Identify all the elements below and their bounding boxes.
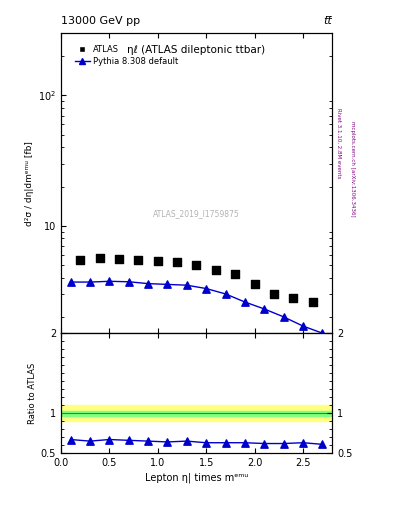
Point [261, 439, 268, 447]
Pythia 8.308 default [242, 298, 248, 306]
X-axis label: Lepton η| times mᵉᵐᵘ: Lepton η| times mᵉᵐᵘ [145, 472, 248, 483]
ATLAS [97, 253, 103, 262]
Y-axis label: Ratio to ATLAS: Ratio to ATLAS [28, 362, 37, 424]
Point [106, 435, 112, 443]
Pythia 8.308 default [281, 313, 287, 321]
Pythia 8.308 default [68, 278, 74, 286]
Text: mcplots.cern.ch [arXiv:1306.3436]: mcplots.cern.ch [arXiv:1306.3436] [350, 121, 355, 217]
Point [184, 437, 190, 445]
Point [87, 437, 93, 445]
ATLAS [193, 261, 200, 269]
Point [300, 439, 306, 447]
Pythia 8.308 default [87, 278, 93, 286]
Legend: ATLAS, Pythia 8.308 default: ATLAS, Pythia 8.308 default [73, 44, 180, 67]
Point [164, 438, 171, 446]
Point [203, 439, 209, 447]
ATLAS [77, 255, 83, 264]
Point [242, 439, 248, 447]
Pythia 8.308 default [145, 280, 151, 288]
Pythia 8.308 default [106, 277, 112, 285]
Point [281, 439, 287, 447]
Text: tt̅: tt̅ [323, 16, 332, 26]
Y-axis label: d²σ / dη|dmᵉᵐᵘ [fb]: d²σ / dη|dmᵉᵐᵘ [fb] [25, 141, 34, 226]
ATLAS [252, 280, 258, 288]
Bar [61, 405, 332, 421]
Pythia 8.308 default [184, 281, 190, 289]
Point [222, 439, 229, 447]
Pythia 8.308 default [300, 322, 306, 330]
ATLAS [174, 258, 180, 266]
Text: Rivet 3.1.10, 2.8M events: Rivet 3.1.10, 2.8M events [336, 108, 341, 179]
ATLAS [116, 254, 122, 263]
Text: ηℓ (ATLAS dileptonic ttbar): ηℓ (ATLAS dileptonic ttbar) [127, 45, 266, 55]
Point [145, 437, 151, 445]
Point [319, 440, 325, 449]
Point [125, 436, 132, 444]
Text: ATLAS_2019_I1759875: ATLAS_2019_I1759875 [153, 209, 240, 218]
Point [68, 435, 74, 443]
ATLAS [271, 290, 277, 298]
Pythia 8.308 default [319, 329, 325, 337]
Pythia 8.308 default [125, 278, 132, 286]
ATLAS [154, 257, 161, 265]
Pythia 8.308 default [222, 290, 229, 298]
ATLAS [290, 294, 296, 302]
ATLAS [232, 269, 239, 278]
Pythia 8.308 default [203, 285, 209, 293]
Pythia 8.308 default [164, 280, 171, 288]
ATLAS [213, 266, 219, 274]
ATLAS [135, 255, 141, 264]
Pythia 8.308 default [261, 305, 268, 313]
Text: 13000 GeV pp: 13000 GeV pp [61, 16, 140, 26]
Bar [61, 411, 332, 416]
ATLAS [310, 298, 316, 306]
